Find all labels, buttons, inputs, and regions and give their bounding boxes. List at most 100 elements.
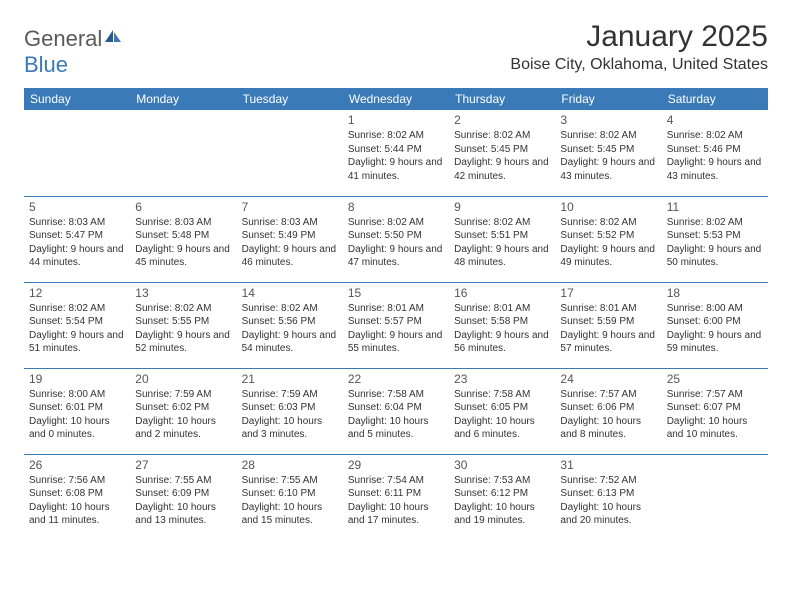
sunrise-line: Sunrise: 8:00 AM xyxy=(29,388,125,402)
daylight-line: Daylight: 10 hours and 0 minutes. xyxy=(29,415,125,442)
day-header: Wednesday xyxy=(343,88,449,110)
day-header: Saturday xyxy=(662,88,768,110)
calendar-page: General Blue January 2025 Boise City, Ok… xyxy=(0,0,792,560)
month-title: January 2025 xyxy=(510,20,768,54)
daylight-line: Daylight: 9 hours and 42 minutes. xyxy=(454,156,550,183)
sunset-line: Sunset: 6:11 PM xyxy=(348,487,444,501)
sunrise-line: Sunrise: 7:54 AM xyxy=(348,474,444,488)
daylight-line: Daylight: 10 hours and 2 minutes. xyxy=(135,415,231,442)
sunset-line: Sunset: 6:10 PM xyxy=(242,487,338,501)
calendar-day: 3 Sunrise: 8:02 AMSunset: 5:45 PMDaylight… xyxy=(555,110,661,196)
daylight-line: Daylight: 10 hours and 13 minutes. xyxy=(135,501,231,528)
daylight-line: Daylight: 9 hours and 46 minutes. xyxy=(242,243,338,270)
sunset-line: Sunset: 5:58 PM xyxy=(454,315,550,329)
day-number: 6 xyxy=(135,200,231,214)
calendar-day: 11Sunrise: 8:02 AMSunset: 5:53 PMDayligh… xyxy=(662,196,768,282)
sunrise-line: Sunrise: 8:03 AM xyxy=(29,216,125,230)
day-details: Sunrise: 7:59 AMSunset: 6:02 PMDaylight:… xyxy=(135,388,231,442)
calendar-day: 2 Sunrise: 8:02 AMSunset: 5:45 PMDaylight… xyxy=(449,110,555,196)
sunset-line: Sunset: 6:02 PM xyxy=(135,401,231,415)
calendar-day: 8Sunrise: 8:02 AMSunset: 5:50 PMDaylight… xyxy=(343,196,449,282)
day-details: Sunrise: 8:01 AMSunset: 5:59 PMDaylight:… xyxy=(560,302,656,356)
day-details: Sunrise: 8:02 AMSunset: 5:55 PMDaylight:… xyxy=(135,302,231,356)
logo-word-blue: Blue xyxy=(24,52,68,77)
daylight-line: Daylight: 10 hours and 19 minutes. xyxy=(454,501,550,528)
daylight-line: Daylight: 9 hours and 56 minutes. xyxy=(454,329,550,356)
day-number: 17 xyxy=(560,286,656,300)
day-number: 26 xyxy=(29,458,125,472)
day-details: Sunrise: 7:57 AMSunset: 6:06 PMDaylight:… xyxy=(560,388,656,442)
day-header: Tuesday xyxy=(237,88,343,110)
calendar-header-row: SundayMondayTuesdayWednesdayThursdayFrid… xyxy=(24,88,768,110)
day-number: 9 xyxy=(454,200,550,214)
calendar-day: 27Sunrise: 7:55 AMSunset: 6:09 PMDayligh… xyxy=(130,454,236,540)
calendar-day: 6Sunrise: 8:03 AMSunset: 5:48 PMDaylight… xyxy=(130,196,236,282)
daylight-line: Daylight: 9 hours and 52 minutes. xyxy=(135,329,231,356)
day-number: 22 xyxy=(348,372,444,386)
calendar-day xyxy=(24,110,130,196)
calendar-day: 24 Sunrise: 7:57 AMSunset: 6:06 PMDayligh… xyxy=(555,368,661,454)
daylight-line: Daylight: 9 hours and 41 minutes. xyxy=(348,156,444,183)
daylight-line: Daylight: 9 hours and 54 minutes. xyxy=(242,329,338,356)
day-number: 10 xyxy=(560,200,656,214)
day-details: Sunrise: 7:53 AMSunset: 6:12 PMDaylight:… xyxy=(454,474,550,528)
daylight-line: Daylight: 10 hours and 20 minutes. xyxy=(560,501,656,528)
sunrise-line: Sunrise: 8:01 AM xyxy=(454,302,550,316)
sunrise-line: Sunrise: 8:01 AM xyxy=(560,302,656,316)
daylight-line: Daylight: 10 hours and 15 minutes. xyxy=(242,501,338,528)
day-details: Sunrise: 8:02 AMSunset: 5:45 PMDaylight:… xyxy=(560,129,656,183)
day-number: 24 xyxy=(560,372,656,386)
sunset-line: Sunset: 5:56 PM xyxy=(242,315,338,329)
sunrise-line: Sunrise: 7:59 AM xyxy=(135,388,231,402)
sunset-line: Sunset: 5:44 PM xyxy=(348,143,444,157)
calendar-week: 26Sunrise: 7:56 AMSunset: 6:08 PMDayligh… xyxy=(24,454,768,540)
sunset-line: Sunset: 6:09 PM xyxy=(135,487,231,501)
day-number: 3 xyxy=(560,113,656,127)
day-details: Sunrise: 7:55 AMSunset: 6:10 PMDaylight:… xyxy=(242,474,338,528)
day-number: 19 xyxy=(29,372,125,386)
sunset-line: Sunset: 5:59 PM xyxy=(560,315,656,329)
day-details: Sunrise: 8:02 AMSunset: 5:51 PMDaylight:… xyxy=(454,216,550,270)
day-details: Sunrise: 7:57 AMSunset: 6:07 PMDaylight:… xyxy=(667,388,763,442)
day-details: Sunrise: 8:00 AMSunset: 6:00 PMDaylight:… xyxy=(667,302,763,356)
day-details: Sunrise: 8:02 AMSunset: 5:45 PMDaylight:… xyxy=(454,129,550,183)
day-number: 2 xyxy=(454,113,550,127)
sunrise-line: Sunrise: 7:58 AM xyxy=(348,388,444,402)
calendar-body: 1Sunrise: 8:02 AMSunset: 5:44 PMDaylight… xyxy=(24,110,768,540)
day-number: 29 xyxy=(348,458,444,472)
sunrise-line: Sunrise: 7:52 AM xyxy=(560,474,656,488)
day-details: Sunrise: 8:02 AMSunset: 5:46 PMDaylight:… xyxy=(667,129,763,183)
sunset-line: Sunset: 5:47 PM xyxy=(29,229,125,243)
calendar-day: 17 Sunrise: 8:01 AMSunset: 5:59 PMDayligh… xyxy=(555,282,661,368)
sunrise-line: Sunrise: 8:02 AM xyxy=(667,216,763,230)
sunset-line: Sunset: 6:07 PM xyxy=(667,401,763,415)
daylight-line: Daylight: 10 hours and 10 minutes. xyxy=(667,415,763,442)
day-number: 5 xyxy=(29,200,125,214)
day-details: Sunrise: 8:03 AMSunset: 5:47 PMDaylight:… xyxy=(29,216,125,270)
sunrise-line: Sunrise: 8:02 AM xyxy=(454,216,550,230)
day-details: Sunrise: 7:54 AMSunset: 6:11 PMDaylight:… xyxy=(348,474,444,528)
calendar-day: 5 Sunrise: 8:03 AMSunset: 5:47 PMDaylight… xyxy=(24,196,130,282)
daylight-line: Daylight: 9 hours and 59 minutes. xyxy=(667,329,763,356)
day-number: 21 xyxy=(242,372,338,386)
day-details: Sunrise: 8:02 AMSunset: 5:50 PMDaylight:… xyxy=(348,216,444,270)
daylight-line: Daylight: 10 hours and 17 minutes. xyxy=(348,501,444,528)
logo-word-general: General xyxy=(24,26,102,51)
day-details: Sunrise: 7:55 AMSunset: 6:09 PMDaylight:… xyxy=(135,474,231,528)
daylight-line: Daylight: 9 hours and 47 minutes. xyxy=(348,243,444,270)
day-details: Sunrise: 8:01 AMSunset: 5:57 PMDaylight:… xyxy=(348,302,444,356)
calendar-week: 5Sunrise: 8:03 AMSunset: 5:47 PMDaylight… xyxy=(24,196,768,282)
sunset-line: Sunset: 6:06 PM xyxy=(560,401,656,415)
daylight-line: Daylight: 9 hours and 49 minutes. xyxy=(560,243,656,270)
daylight-line: Daylight: 9 hours and 43 minutes. xyxy=(667,156,763,183)
daylight-line: Daylight: 9 hours and 44 minutes. xyxy=(29,243,125,270)
day-number: 1 xyxy=(348,113,444,127)
calendar-day: 22Sunrise: 7:58 AMSunset: 6:04 PMDayligh… xyxy=(343,368,449,454)
sunset-line: Sunset: 5:52 PM xyxy=(560,229,656,243)
day-number: 16 xyxy=(454,286,550,300)
sunrise-line: Sunrise: 7:58 AM xyxy=(454,388,550,402)
calendar-day: 30Sunrise: 7:53 AMSunset: 6:12 PMDayligh… xyxy=(449,454,555,540)
sunrise-line: Sunrise: 7:55 AM xyxy=(242,474,338,488)
calendar-day: 31Sunrise: 7:52 AMSunset: 6:13 PMDayligh… xyxy=(555,454,661,540)
sunset-line: Sunset: 5:54 PM xyxy=(29,315,125,329)
